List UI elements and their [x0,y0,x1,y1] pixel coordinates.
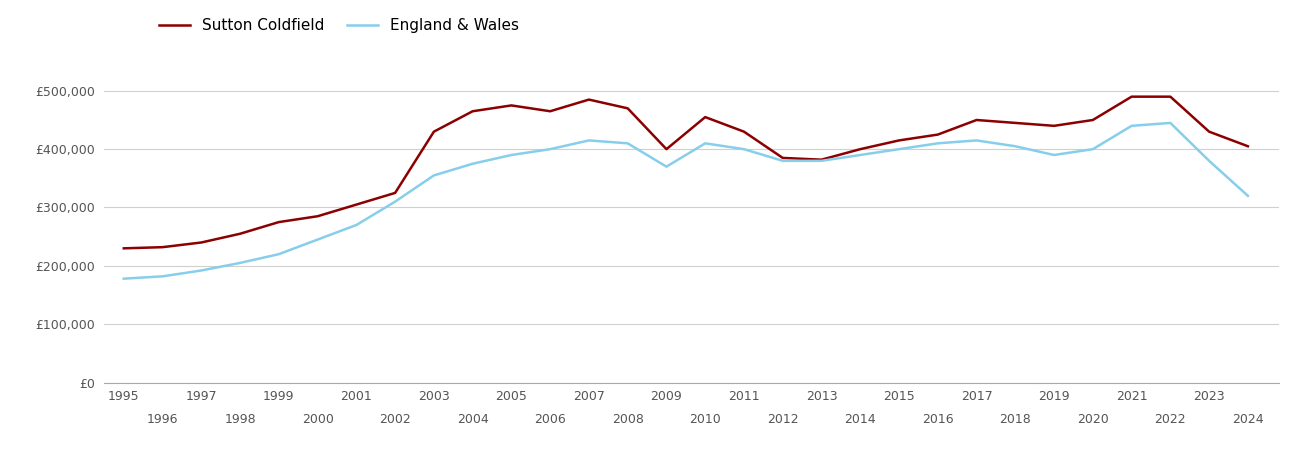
Text: 2000: 2000 [301,413,334,426]
Sutton Coldfield [620,106,636,111]
England & Wales [155,274,171,279]
Line: England & Wales: England & Wales [124,123,1248,279]
England & Wales [309,237,325,242]
England & Wales [193,268,209,273]
Sutton Coldfield [697,114,713,120]
Sutton Coldfield [388,190,403,196]
England & Wales [1007,144,1023,149]
England & Wales [930,141,946,146]
Text: 2016: 2016 [921,413,954,426]
Sutton Coldfield [1047,123,1062,129]
Text: 2002: 2002 [380,413,411,426]
Sutton Coldfield [504,103,519,108]
Sutton Coldfield [1240,144,1255,149]
Text: 2014: 2014 [844,413,876,426]
England & Wales [388,199,403,204]
Sutton Coldfield [968,117,984,123]
Text: 2020: 2020 [1077,413,1109,426]
England & Wales [465,161,480,166]
Sutton Coldfield [232,231,248,236]
England & Wales [1084,146,1100,152]
Sutton Coldfield [1163,94,1178,99]
England & Wales [1047,152,1062,158]
Sutton Coldfield [659,146,675,152]
Text: 2012: 2012 [767,413,799,426]
England & Wales [425,173,441,178]
Sutton Coldfield [814,157,830,162]
Line: Sutton Coldfield: Sutton Coldfield [124,97,1248,248]
Sutton Coldfield [465,108,480,114]
England & Wales [697,141,713,146]
Text: 1998: 1998 [224,413,256,426]
Text: 2024: 2024 [1232,413,1263,426]
Text: 2008: 2008 [612,413,643,426]
Sutton Coldfield [348,202,364,207]
Legend: Sutton Coldfield, England & Wales: Sutton Coldfield, England & Wales [159,18,519,33]
Text: 2010: 2010 [689,413,722,426]
Sutton Coldfield [891,138,907,143]
Sutton Coldfield [543,108,559,114]
England & Wales [891,146,907,152]
England & Wales [543,146,559,152]
Text: 2022: 2022 [1155,413,1186,426]
England & Wales [1163,120,1178,126]
England & Wales [348,222,364,228]
England & Wales [504,152,519,158]
England & Wales [659,164,675,169]
England & Wales [968,138,984,143]
Sutton Coldfield [581,97,596,102]
England & Wales [581,138,596,143]
Sutton Coldfield [155,244,171,250]
Sutton Coldfield [736,129,752,135]
England & Wales [1202,158,1218,163]
England & Wales [620,141,636,146]
Sutton Coldfield [1124,94,1139,99]
Text: 2004: 2004 [457,413,488,426]
Text: 2018: 2018 [1000,413,1031,426]
England & Wales [1124,123,1139,129]
Sutton Coldfield [193,240,209,245]
Sutton Coldfield [271,220,287,225]
England & Wales [814,158,830,163]
England & Wales [852,152,868,158]
England & Wales [271,252,287,257]
Sutton Coldfield [930,132,946,137]
Sutton Coldfield [775,155,791,161]
Sutton Coldfield [1202,129,1218,135]
Sutton Coldfield [309,214,325,219]
Text: 2006: 2006 [534,413,566,426]
England & Wales [1240,193,1255,198]
England & Wales [775,158,791,163]
Sutton Coldfield [425,129,441,135]
Sutton Coldfield [852,146,868,152]
England & Wales [116,276,132,281]
England & Wales [232,260,248,265]
Sutton Coldfield [116,246,132,251]
England & Wales [736,146,752,152]
Sutton Coldfield [1007,120,1023,126]
Text: 1996: 1996 [146,413,179,426]
Sutton Coldfield [1084,117,1100,123]
